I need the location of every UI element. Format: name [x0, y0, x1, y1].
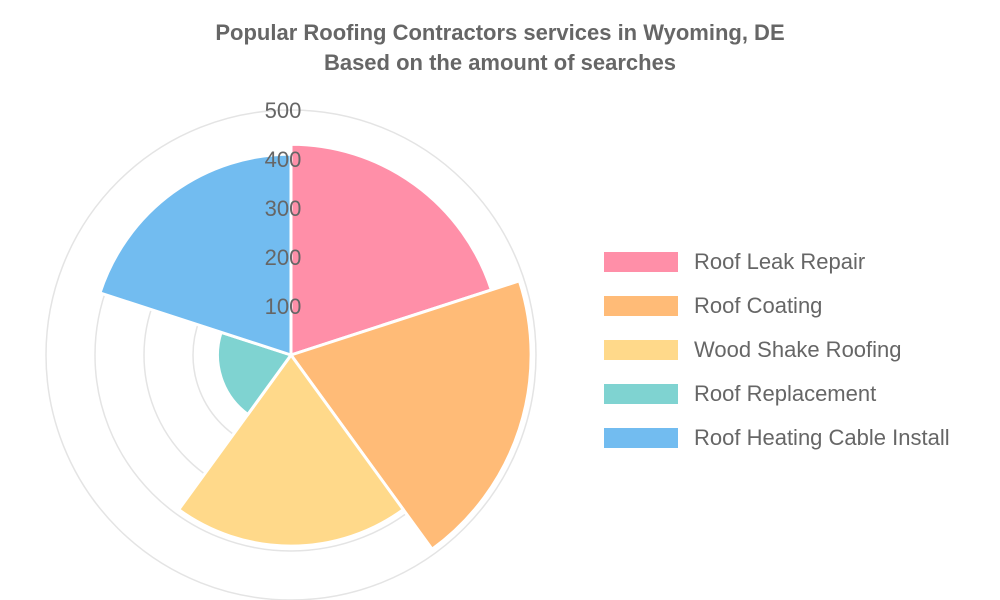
legend-swatch [604, 340, 678, 360]
legend-swatch [604, 428, 678, 448]
legend-swatch [604, 252, 678, 272]
chart-subtitle: Based on the amount of searches [323, 50, 677, 75]
legend-item[interactable]: Roof Heating Cable Install [604, 416, 996, 460]
legend-item[interactable]: Wood Shake Roofing [604, 328, 996, 372]
legend-item[interactable]: Roof Coating [604, 284, 996, 328]
sector [177, 353, 405, 548]
legend-swatch [604, 296, 678, 316]
chart-legend: Roof Leak Repair Roof Coating Wood Shake R… [604, 240, 996, 460]
legend-item[interactable]: Roof Leak Repair [604, 240, 996, 284]
grid-ring [45, 109, 537, 600]
legend-swatch [604, 384, 678, 404]
chart-title-block: Popular Roofing Contractors services in … [0, 18, 1000, 78]
radial-tick-label: 400 [265, 147, 302, 172]
legend-item[interactable]: Roof Replacement [604, 372, 996, 416]
legend-label: Wood Shake Roofing [694, 337, 902, 362]
legend-label: Roof Heating Cable Install [694, 425, 950, 450]
radial-tick-label: 100 [265, 294, 302, 319]
legend-label: Roof Leak Repair [694, 249, 866, 274]
radial-ticks: 100 200 300 400 500 [265, 98, 302, 319]
sectors [98, 142, 533, 551]
sector [216, 330, 293, 416]
radial-tick-label: 200 [265, 245, 302, 270]
legend-label: Roof Replacement [694, 381, 877, 406]
legend-label: Roof Coating [694, 293, 823, 318]
sector [289, 142, 493, 357]
sector [289, 279, 533, 551]
sector [98, 152, 293, 357]
chart-title: Popular Roofing Contractors services in … [215, 20, 785, 45]
radial-tick-label: 300 [265, 196, 302, 221]
radial-tick-label: 500 [265, 98, 302, 123]
